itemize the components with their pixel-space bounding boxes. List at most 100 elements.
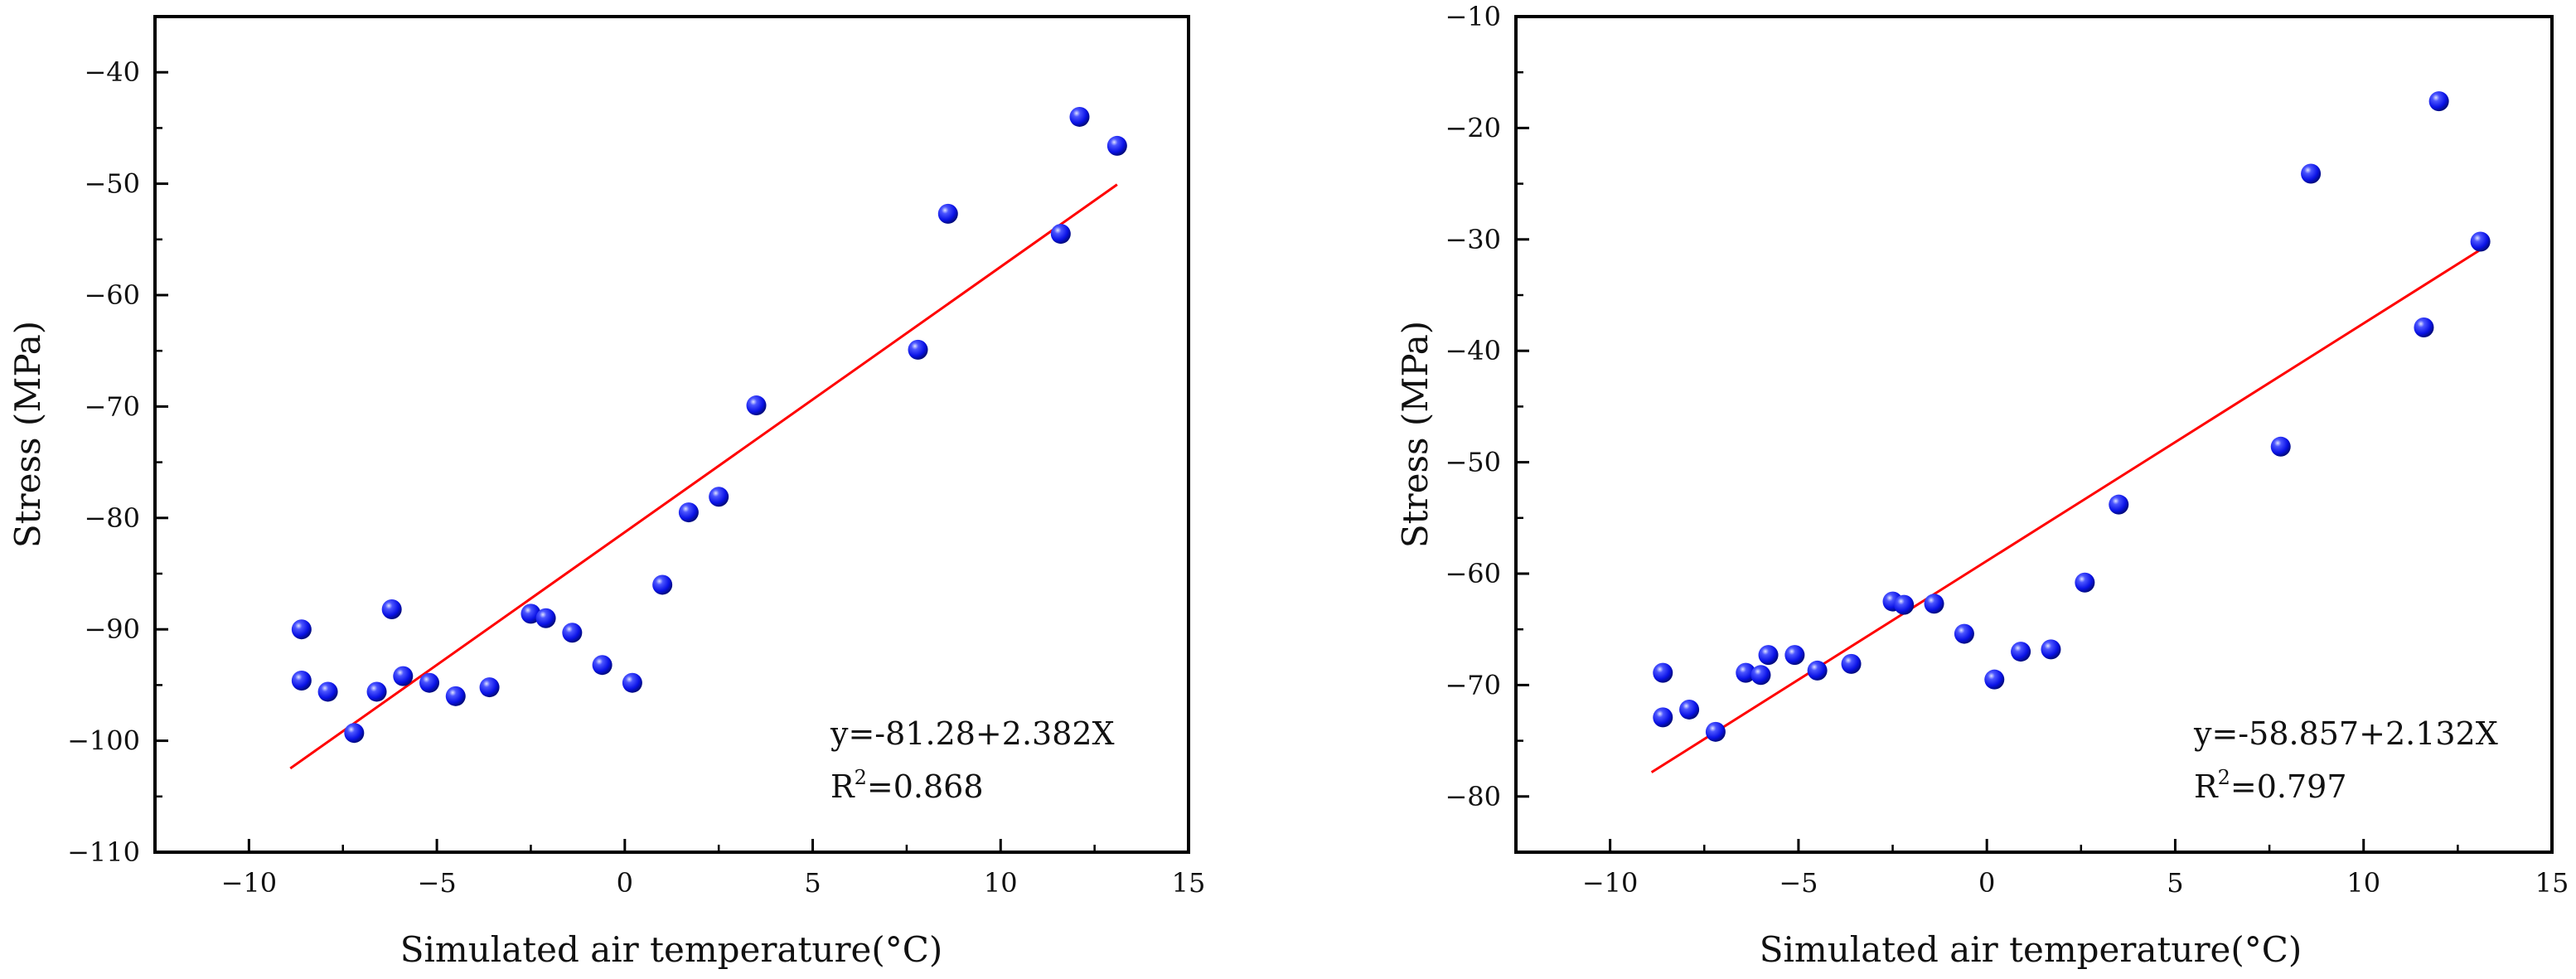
left-plot-frame bbox=[153, 15, 1190, 854]
right-y-tick-label: −80 bbox=[1445, 781, 1501, 812]
right-data-point bbox=[1653, 662, 1673, 683]
left-r2-value: =0.868 bbox=[867, 768, 984, 805]
right-r2-sup: 2 bbox=[2218, 766, 2230, 789]
left-y-axis-title: Stress (MPa) bbox=[7, 321, 48, 548]
right-data-point bbox=[1807, 660, 1828, 681]
left-data-point bbox=[1050, 224, 1071, 245]
left-data-point bbox=[1106, 135, 1127, 156]
left-data-point bbox=[622, 672, 642, 693]
right-x-tick-label: 15 bbox=[2535, 867, 2569, 899]
right-data-point bbox=[2109, 494, 2129, 515]
left-y-tick-label: −50 bbox=[84, 168, 140, 200]
right-x-tick-label: 0 bbox=[1978, 867, 1995, 899]
right-fit-equation: y=-58.857+2.132X bbox=[2193, 715, 2498, 752]
left-y-tick-label: −70 bbox=[84, 390, 140, 422]
left-r2-prefix: R bbox=[830, 768, 855, 805]
right-y-tick-label: −10 bbox=[1445, 1, 1501, 32]
right-y-tick-label: −40 bbox=[1445, 335, 1501, 366]
right-data-point bbox=[1679, 699, 1700, 720]
left-data-point bbox=[746, 395, 767, 416]
right-x-tick-label: 10 bbox=[2346, 867, 2380, 899]
left-data-point bbox=[419, 672, 440, 693]
right-x-axis-title: Simulated air temperature(°C) bbox=[1760, 929, 2302, 970]
right-y-tick-label: −30 bbox=[1445, 224, 1501, 255]
right-y-tick-label: −70 bbox=[1445, 669, 1501, 700]
left-points bbox=[291, 106, 1127, 744]
left-y-tick-label: −110 bbox=[67, 836, 140, 868]
right-data-point bbox=[2414, 317, 2434, 337]
left-data-point bbox=[592, 655, 613, 676]
left-data-point bbox=[908, 339, 928, 360]
right-data-point bbox=[2470, 231, 2491, 252]
left-x-tick-label: −5 bbox=[418, 867, 457, 899]
right-y-tick-label: −20 bbox=[1445, 112, 1501, 143]
left-data-point bbox=[344, 723, 365, 744]
right-r-squared: R2=0.797 bbox=[2194, 766, 2347, 805]
right-data-point bbox=[1750, 665, 1771, 686]
right-plot-frame bbox=[1514, 15, 2554, 854]
right-data-point bbox=[1653, 707, 1673, 728]
left-data-point bbox=[381, 599, 402, 620]
left-data-point bbox=[317, 681, 338, 702]
left-data-point bbox=[479, 677, 500, 698]
left-chart: −10 −5 0 5 10 15 −110−100−90−80−70−60−50−40 S… bbox=[7, 15, 1206, 970]
left-y-tick-label: −100 bbox=[67, 725, 140, 757]
left-y-ticks: −110 −100 −90 −80 −70 −60 −50 −40 bbox=[67, 56, 168, 868]
left-x-tick-label: 15 bbox=[1172, 867, 1206, 899]
right-r2-prefix: R bbox=[2194, 768, 2219, 805]
right-x-tick-label: −10 bbox=[1582, 867, 1639, 899]
left-data-point bbox=[291, 619, 312, 640]
right-x-tick-label: −5 bbox=[1779, 867, 1818, 899]
left-x-tick-label: −10 bbox=[221, 867, 278, 899]
right-points bbox=[1653, 91, 2491, 742]
left-x-ticks: −10 −5 0 5 10 15 bbox=[221, 839, 1206, 899]
right-data-point bbox=[1841, 653, 1862, 674]
right-data-point bbox=[1758, 645, 1779, 666]
right-data-point bbox=[2301, 163, 2322, 184]
left-data-point bbox=[562, 623, 583, 643]
right-y-tick-label: −50 bbox=[1445, 447, 1501, 478]
right-data-point bbox=[1705, 721, 1726, 742]
right-y-tick-label: −60 bbox=[1445, 558, 1501, 589]
left-data-point bbox=[521, 603, 541, 624]
left-fit-line bbox=[289, 183, 1118, 770]
right-x-tick-label: 5 bbox=[2167, 867, 2183, 899]
right-data-point bbox=[2011, 642, 2031, 662]
left-y-tick-label: −90 bbox=[84, 613, 140, 645]
right-data-point bbox=[1924, 594, 1944, 614]
left-x-axis-title: Simulated air temperature(°C) bbox=[400, 929, 943, 970]
right-y-ticks: −80 −70 −60 −50 −40 −30 −20 −10 bbox=[1445, 1, 1529, 812]
left-data-point bbox=[445, 686, 466, 706]
right-data-point bbox=[1984, 669, 2005, 690]
left-data-point bbox=[535, 608, 556, 628]
left-x-tick-label: 10 bbox=[984, 867, 1018, 899]
right-data-point bbox=[1784, 645, 1805, 666]
right-data-point bbox=[2075, 572, 2095, 593]
left-fit-equation: y=-81.28+2.382X bbox=[830, 715, 1115, 752]
right-data-point bbox=[2428, 91, 2449, 112]
left-y-tick-label: −40 bbox=[84, 56, 140, 88]
left-data-point bbox=[393, 666, 414, 686]
left-data-point bbox=[709, 487, 729, 507]
left-r2-sup: 2 bbox=[855, 766, 867, 789]
right-data-point bbox=[2270, 436, 2291, 457]
right-data-point bbox=[1894, 594, 1915, 615]
right-chart: −10 −5 0 5 10 15 −80−70−60−50−40−30−20−10 Sim… bbox=[1395, 1, 2569, 970]
right-data-point bbox=[1736, 662, 1756, 683]
right-x-ticks: −10 −5 0 5 10 15 bbox=[1582, 839, 2569, 899]
left-data-point bbox=[937, 203, 958, 224]
left-data-point bbox=[366, 681, 387, 702]
left-data-point bbox=[1069, 106, 1090, 127]
right-data-point bbox=[2041, 639, 2061, 660]
right-y-axis-title: Stress (MPa) bbox=[1395, 321, 1436, 548]
left-data-point bbox=[652, 574, 673, 595]
right-fit-line bbox=[1650, 249, 2482, 773]
right-data-point bbox=[1954, 623, 1974, 644]
left-data-point bbox=[291, 671, 312, 691]
left-x-tick-label: 0 bbox=[617, 867, 633, 899]
left-data-point bbox=[678, 502, 699, 523]
left-r-squared: R2=0.868 bbox=[830, 766, 984, 805]
left-y-tick-label: −60 bbox=[84, 279, 140, 311]
left-y-tick-label: −80 bbox=[84, 502, 140, 534]
